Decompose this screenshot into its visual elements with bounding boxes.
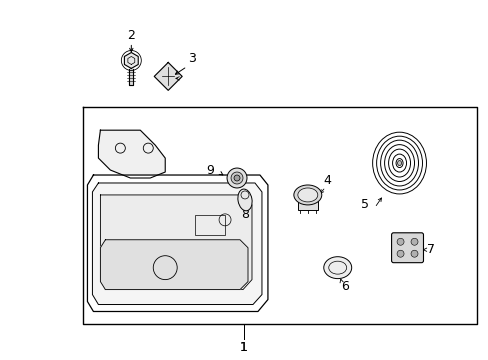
- Ellipse shape: [297, 188, 317, 202]
- Text: 7: 7: [427, 243, 435, 256]
- Polygon shape: [98, 130, 165, 178]
- Ellipse shape: [293, 185, 321, 205]
- Circle shape: [410, 250, 417, 257]
- Ellipse shape: [237, 189, 252, 211]
- Text: 5: 5: [360, 198, 368, 211]
- Circle shape: [230, 172, 243, 184]
- Text: 2: 2: [127, 29, 135, 42]
- Circle shape: [410, 238, 417, 245]
- Bar: [297, 198, 317, 210]
- Circle shape: [396, 238, 403, 245]
- FancyBboxPatch shape: [391, 233, 423, 263]
- Text: 8: 8: [241, 208, 248, 221]
- Polygon shape: [129, 69, 133, 85]
- Text: 4: 4: [323, 174, 331, 186]
- Circle shape: [234, 175, 240, 181]
- Polygon shape: [92, 183, 262, 305]
- Circle shape: [396, 250, 403, 257]
- Polygon shape: [100, 195, 251, 289]
- Bar: [195, 215, 224, 235]
- Polygon shape: [154, 62, 182, 90]
- Text: 3: 3: [188, 52, 196, 65]
- Text: 6: 6: [340, 280, 348, 293]
- Text: 9: 9: [206, 163, 214, 176]
- Polygon shape: [124, 53, 138, 68]
- Ellipse shape: [323, 257, 351, 279]
- Text: 1: 1: [240, 341, 247, 354]
- Text: 1: 1: [240, 341, 247, 354]
- Circle shape: [226, 168, 246, 188]
- Polygon shape: [87, 175, 267, 311]
- Ellipse shape: [397, 161, 401, 166]
- Polygon shape: [100, 240, 247, 289]
